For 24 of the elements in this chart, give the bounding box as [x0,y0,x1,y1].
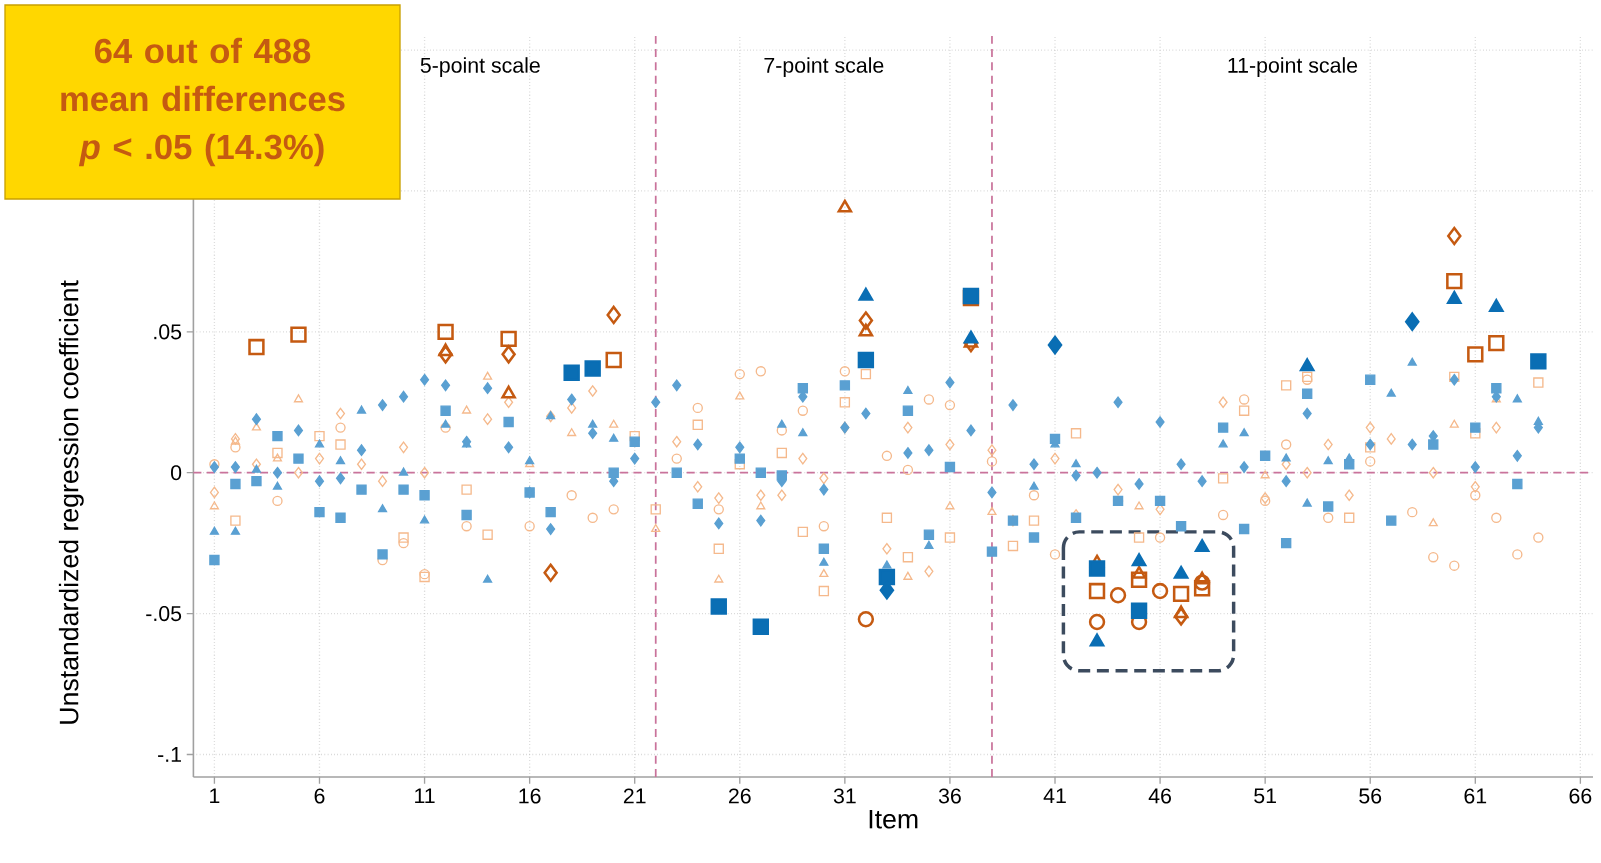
x-tick-label: 41 [1043,788,1066,804]
y-tick-label: .05 [154,324,182,340]
annotation: 64 out of 488 mean differences p < .05 (14.3%) [61,37,345,167]
x-axis-title: Item [869,809,918,829]
x-tick-label: 1 [210,788,220,804]
x-tick-label: 11 [415,788,435,804]
annotation: 7-point scale [764,57,884,78]
x-tick-label: 66 [1569,788,1592,804]
x-tick-label: 6 [314,788,325,804]
y-tick-label: -.05 [146,606,182,622]
x-tick-label: 36 [938,788,961,804]
x-tick-label: 21 [623,788,646,804]
x-tick-label: 16 [519,788,541,804]
x-tick-label: 61 [1464,788,1487,804]
annotation: 11-point scale [1228,57,1358,78]
x-tick-label: 26 [728,788,751,804]
x-tick-label: 31 [833,788,856,804]
y-tick-label: 0 [171,465,182,481]
x-tick-label: 51 [1254,788,1276,804]
x-tick-label: 56 [1359,788,1382,804]
y-tick-label: -.1 [158,747,181,762]
y-axis-title: Unstandardized regression coefficient [58,280,84,724]
annotation: 5-point scale [420,57,540,78]
x-tick-label: 46 [1148,788,1171,804]
